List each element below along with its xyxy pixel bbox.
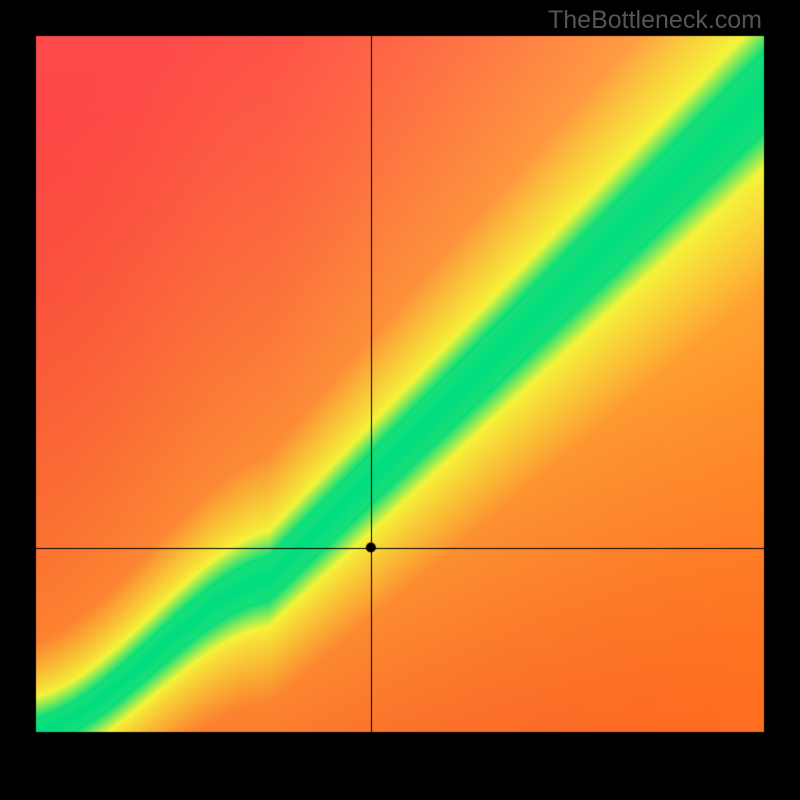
watermark-text: TheBottleneck.com [548, 6, 762, 35]
chart-container: TheBottleneck.com [0, 0, 800, 800]
bottleneck-heatmap [0, 0, 800, 800]
